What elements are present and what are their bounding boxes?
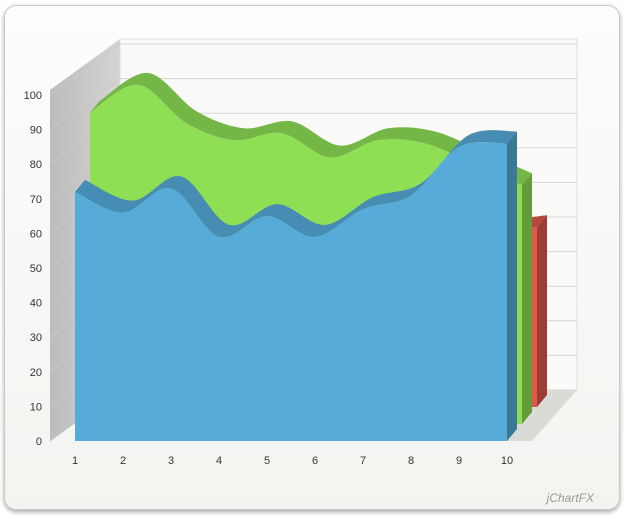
x-tick-label: 7 [360, 455, 366, 467]
series-front-face [75, 142, 507, 441]
y-tick-label: 70 [30, 194, 42, 206]
gridline [49, 43, 121, 96]
series-top-surface [75, 130, 517, 238]
y-tick-label: 50 [30, 263, 42, 275]
brand-logo: jChartFX [546, 491, 594, 505]
series-2 [75, 130, 517, 441]
y-tick-label: 20 [30, 367, 42, 379]
series-side-face [522, 173, 532, 424]
y-tick-label: 60 [30, 228, 42, 240]
x-tick-label: 6 [312, 455, 318, 467]
x-tick-label: 10 [501, 455, 513, 467]
x-tick-label: 2 [120, 455, 126, 467]
x-tick-label: 5 [264, 455, 270, 467]
y-tick-label: 40 [30, 298, 42, 310]
x-tick-label: 9 [456, 455, 462, 467]
y-tick-label: 30 [30, 332, 42, 344]
x-tick-label: 8 [408, 455, 414, 467]
series-side-face [537, 215, 547, 407]
gridline [49, 78, 121, 131]
y-tick-label: 80 [30, 159, 42, 171]
y-tick-label: 0 [36, 436, 42, 448]
y-tick-label: 100 [24, 90, 42, 102]
series-side-face [507, 131, 517, 441]
x-tick-label: 3 [168, 455, 174, 467]
series-top-surface [90, 72, 532, 186]
x-tick-label: 1 [72, 455, 78, 467]
x-tick-label: 4 [216, 455, 222, 467]
y-tick-label: 10 [30, 401, 42, 413]
y-tick-label: 90 [30, 125, 42, 137]
